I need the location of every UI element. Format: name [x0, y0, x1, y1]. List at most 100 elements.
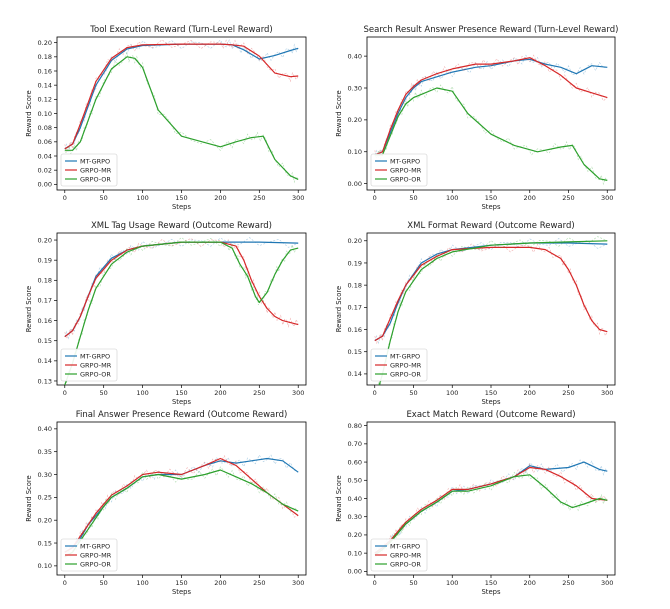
- legend-label-mt-grpo: MT-GRPO: [80, 352, 110, 360]
- y-tick-label: 0.12: [38, 96, 52, 104]
- y-tick-label: 0.25: [38, 494, 52, 502]
- chart-title: Exact Match Reward (Outcome Reward): [406, 410, 575, 420]
- legend-label-grpo-or: GRPO-OR: [80, 560, 111, 568]
- y-tick-label: 0.20: [348, 116, 362, 124]
- x-tick-label: 150: [485, 579, 497, 587]
- x-tick-label: 150: [175, 579, 187, 587]
- y-tick-label: 0.10: [348, 549, 362, 557]
- x-tick-label: 250: [253, 194, 265, 202]
- x-tick-label: 200: [214, 579, 226, 587]
- x-tick-label: 300: [292, 579, 304, 587]
- legend-label-grpo-mr: GRPO-MR: [390, 551, 422, 559]
- x-axis-label: Steps: [172, 398, 191, 406]
- legend-label-mt-grpo: MT-GRPO: [390, 157, 420, 165]
- chart-panel-3: XML Tag Usage Reward (Outcome Reward) 0 50…: [25, 221, 307, 406]
- x-tick-label: 150: [485, 194, 497, 202]
- x-tick-label: 50: [409, 194, 417, 202]
- series-line-grpo-mr: [374, 246, 608, 342]
- x-tick-label: 0: [63, 389, 67, 397]
- y-tick-label: 0.14: [38, 81, 52, 89]
- y-tick-label: 0.15: [348, 348, 362, 356]
- legend-box: [370, 538, 428, 572]
- legend-label-grpo-or: GRPO-OR: [80, 370, 111, 378]
- y-tick-label: 0.10: [38, 562, 52, 570]
- x-tick-label: 0: [63, 579, 67, 587]
- y-tick-label: 0.30: [38, 471, 52, 479]
- x-tick-label: 50: [100, 194, 108, 202]
- chart-title: XML Format Reward (Outcome Reward): [407, 221, 574, 231]
- legend-label-grpo-mr: GRPO-MR: [80, 166, 112, 174]
- series-line-grpo-or: [64, 241, 299, 385]
- x-tick-label: 250: [562, 389, 574, 397]
- legend-label-mt-grpo: MT-GRPO: [80, 157, 110, 165]
- y-tick-label: 0.19: [348, 259, 362, 267]
- legend-label-mt-grpo: MT-GRPO: [390, 542, 420, 550]
- x-tick-label: 200: [524, 389, 536, 397]
- y-tick-label: 0.50: [348, 477, 362, 485]
- x-tick-label: 250: [253, 579, 265, 587]
- y-tick-label: 0.00: [38, 181, 52, 189]
- y-tick-label: 0.19: [38, 256, 52, 264]
- x-tick-label: 250: [562, 194, 574, 202]
- y-tick-label: 0.40: [348, 495, 362, 503]
- y-tick-label: 0.13: [38, 377, 52, 385]
- series-line-mt-grpo: [374, 58, 608, 156]
- x-tick-label: 150: [175, 194, 187, 202]
- legend-label-grpo-or: GRPO-OR: [390, 560, 421, 568]
- y-tick-label: 0.60: [348, 458, 362, 466]
- series-raw-mt-grpo: [64, 454, 299, 556]
- y-tick-label: 0.14: [38, 357, 52, 365]
- x-tick-label: 150: [485, 389, 497, 397]
- legend-box: [60, 153, 118, 187]
- y-tick-label: 0.20: [38, 39, 52, 47]
- y-tick-label: 0.00: [348, 180, 362, 188]
- y-tick-label: 0.00: [348, 568, 362, 576]
- legend-box: [370, 348, 428, 382]
- y-tick-label: 0.06: [38, 138, 52, 146]
- x-axis-label: Steps: [172, 588, 191, 596]
- y-tick-label: 0.15: [38, 539, 52, 547]
- y-tick-label: 0.10: [348, 148, 362, 156]
- legend-label-mt-grpo: MT-GRPO: [390, 352, 420, 360]
- series-line-grpo-mr: [374, 57, 608, 156]
- series-line-grpo-mr: [64, 457, 299, 553]
- y-tick-label: 0.40: [38, 425, 52, 433]
- legend-box: [60, 348, 118, 382]
- y-tick-label: 0.30: [348, 84, 362, 92]
- y-tick-label: 0.17: [348, 304, 362, 312]
- y-tick-label: 0.08: [38, 124, 52, 132]
- series-line-grpo-or: [64, 56, 299, 180]
- x-tick-label: 150: [175, 389, 187, 397]
- x-tick-label: 200: [524, 194, 536, 202]
- chart-title: Tool Execution Reward (Turn-Level Reward…: [89, 25, 273, 35]
- x-tick-label: 100: [446, 579, 458, 587]
- y-tick-label: 0.15: [38, 337, 52, 345]
- series-raw-grpo-mr: [64, 39, 299, 153]
- legend-label-grpo-mr: GRPO-MR: [390, 361, 422, 369]
- y-tick-label: 0.20: [38, 236, 52, 244]
- x-tick-label: 300: [292, 389, 304, 397]
- y-tick-label: 0.16: [348, 326, 362, 334]
- y-axis-label: Reward Score: [335, 90, 343, 137]
- series-line-grpo-or: [374, 87, 608, 181]
- series-line-grpo-or: [64, 469, 299, 558]
- y-tick-label: 0.16: [38, 317, 52, 325]
- series-raw-mt-grpo: [64, 39, 299, 153]
- y-axis-label: Reward Score: [335, 286, 343, 333]
- x-tick-label: 100: [446, 389, 458, 397]
- x-tick-label: 0: [373, 194, 377, 202]
- y-tick-label: 0.20: [38, 516, 52, 524]
- legend-label-mt-grpo: MT-GRPO: [80, 542, 110, 550]
- legend-label-grpo-mr: GRPO-MR: [390, 166, 422, 174]
- legend-label-grpo-or: GRPO-OR: [390, 175, 421, 183]
- x-tick-label: 250: [253, 389, 265, 397]
- y-tick-label: 0.20: [348, 531, 362, 539]
- y-axis-label: Reward Score: [335, 475, 343, 522]
- x-tick-label: 100: [136, 389, 148, 397]
- y-tick-label: 0.14: [348, 370, 362, 378]
- x-tick-label: 300: [601, 194, 613, 202]
- legend-label-grpo-mr: GRPO-MR: [80, 551, 112, 559]
- y-tick-label: 0.02: [38, 166, 52, 174]
